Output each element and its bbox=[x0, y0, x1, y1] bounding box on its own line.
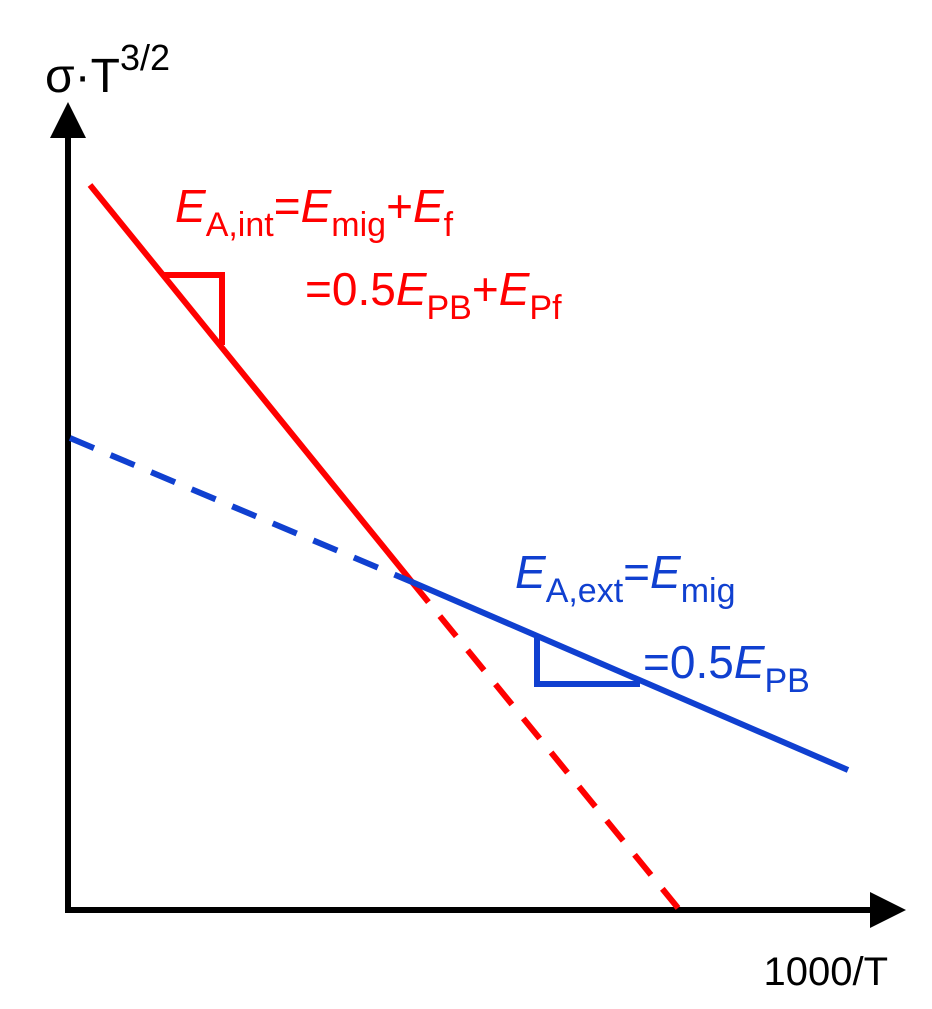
symbol: E bbox=[515, 546, 547, 598]
equation: EA,ext=Emig bbox=[515, 546, 736, 610]
symbol: E bbox=[301, 180, 333, 232]
symbol: E bbox=[413, 180, 445, 232]
subscript: A,int bbox=[206, 206, 275, 244]
subscript: PB bbox=[765, 662, 810, 700]
operator: =0.5 bbox=[643, 636, 734, 688]
operator: =0.5 bbox=[305, 263, 396, 315]
symbol: E bbox=[175, 180, 207, 232]
label-text: σ·T bbox=[45, 50, 120, 103]
operator: = bbox=[274, 180, 301, 232]
extrinsic-line bbox=[410, 579, 850, 773]
subscript: mig bbox=[331, 206, 386, 244]
subscript: Pf bbox=[529, 289, 562, 327]
operator: = bbox=[623, 546, 650, 598]
subscript: PB bbox=[427, 289, 472, 327]
extrinsic-extrapolation bbox=[68, 435, 414, 585]
subscript: A,ext bbox=[546, 572, 624, 610]
subscript: mig bbox=[681, 572, 736, 610]
operator: + bbox=[386, 180, 413, 232]
slope-triangle bbox=[534, 637, 640, 687]
y-axis-label: σ·T3/2 bbox=[45, 37, 170, 103]
intrinsic-extrapolation bbox=[409, 580, 681, 910]
symbol: E bbox=[396, 263, 428, 315]
slope-triangle bbox=[163, 272, 225, 345]
symbol: E bbox=[650, 546, 682, 598]
equation: =0.5EPB+EPf bbox=[305, 263, 562, 327]
label-superscript: 3/2 bbox=[120, 37, 170, 78]
equation: EA,int=Emig+Ef bbox=[175, 180, 454, 244]
symbol: E bbox=[734, 636, 766, 688]
intrinsic-line bbox=[87, 183, 415, 584]
operator: + bbox=[472, 263, 499, 315]
subscript: f bbox=[444, 206, 454, 244]
symbol: E bbox=[499, 263, 531, 315]
equation: =0.5EPB bbox=[643, 636, 810, 700]
x-axis-label: 1000/T bbox=[763, 950, 888, 994]
